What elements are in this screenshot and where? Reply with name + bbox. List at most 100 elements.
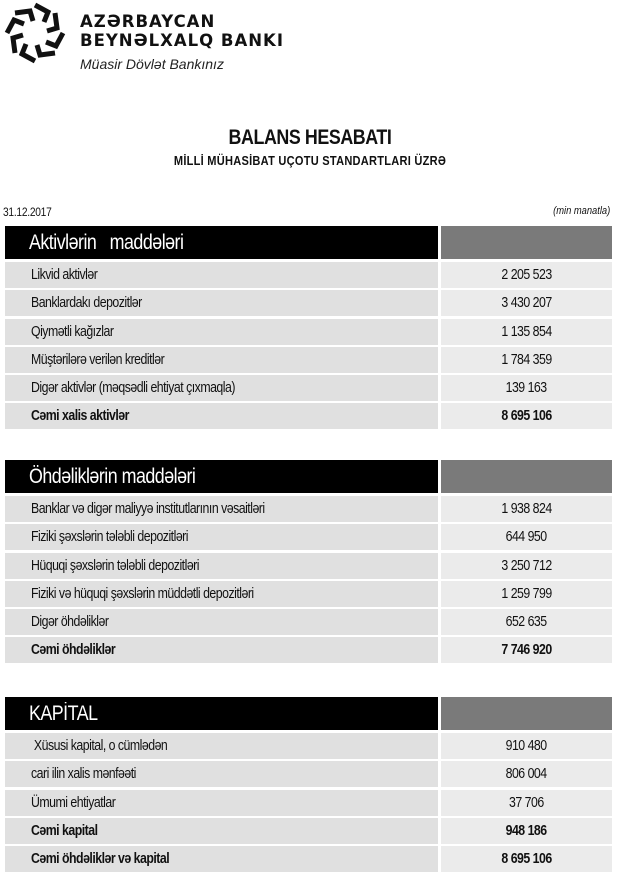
section-header: KAPİTAL — [5, 697, 612, 730]
row-value-text: 1 259 799 — [501, 585, 552, 602]
row-label: Qiymətli kağızlar — [5, 318, 438, 345]
row-label-text: Qiymətli kağızlar — [31, 323, 114, 340]
section-header-value-cell — [441, 697, 612, 730]
row-value-text: 8 695 106 — [501, 851, 552, 868]
row-label-text: Müştərilərə verilən kreditlər — [31, 351, 165, 368]
row-value-text: 652 635 — [506, 614, 547, 631]
section-title: Aktivlərin maddələri — [5, 226, 438, 259]
bank-name-line1: AZƏRBAYCAN — [80, 12, 216, 31]
row-value: 139 163 — [441, 375, 612, 402]
report-date: 31.12.2017 — [3, 205, 52, 219]
row-value-text: 7 746 920 — [501, 642, 552, 659]
bank-name-line2: BEYNƏLXALQ BANKI — [80, 31, 284, 50]
row-label: Ümumi ehtiyatlar — [5, 789, 438, 816]
table-row: Banklar və digər maliyyə institutlarının… — [5, 496, 612, 522]
row-label: Banklar və digər maliyyə institutlarının… — [5, 496, 438, 522]
section-title: KAPİTAL — [5, 697, 438, 730]
report-title: BALANS HESABATI — [228, 126, 392, 149]
table-row: Hüquqi şəxslərin tələbli depozitləri 3 25… — [5, 552, 612, 579]
row-value-text: 1 135 854 — [501, 323, 552, 340]
row-label-text: Fiziki və hüquqi şəxslərin müddətli depo… — [31, 585, 254, 602]
row-value-text: 948 186 — [506, 822, 547, 839]
row-label: Cəmi öhdəliklər — [5, 637, 438, 664]
total-row: Cəmi kapital 948 186 — [5, 817, 612, 844]
row-label: Digər öhdəliklər — [5, 609, 438, 636]
section-title-text: Aktivlərin maddələri — [29, 231, 184, 254]
row-value-text: 644 950 — [506, 529, 547, 546]
row-value-text: 806 004 — [506, 766, 547, 783]
row-label: cari ilin xalis mənfəəti — [5, 761, 438, 788]
row-value-text: 3 430 207 — [501, 295, 552, 312]
row-label: Hüquqi şəxslərin tələbli depozitləri — [5, 552, 438, 579]
table-row: Digər öhdəliklər 652 635 — [5, 609, 612, 636]
row-label-text: Digər aktivlər (məqsədli ehtiyat çıxmaql… — [31, 380, 235, 397]
section-header-value-cell — [441, 460, 612, 493]
table-row: Digər aktivlər (məqsədli ehtiyat çıxmaql… — [5, 375, 612, 402]
row-label-text: Cəmi öhdəliklər və kapital — [31, 851, 170, 868]
row-value: 1 938 824 — [441, 496, 612, 522]
row-label: Cəmi xalis aktivlər — [5, 403, 438, 430]
table-row: Banklardakı depozitlər 3 430 207 — [5, 290, 612, 317]
section-title: Öhdəliklərin maddələri — [5, 460, 438, 493]
total-row: Cəmi xalis aktivlər 8 695 106 — [5, 403, 612, 430]
section-header: Öhdəliklərin maddələri — [5, 460, 612, 493]
row-value: 7 746 920 — [441, 637, 612, 664]
row-value-text: 910 480 — [506, 738, 547, 754]
row-label-text: Cəmi öhdəliklər — [31, 642, 116, 659]
table-row: cari ilin xalis mənfəəti 806 004 — [5, 761, 612, 788]
row-value: 652 635 — [441, 609, 612, 636]
row-value: 644 950 — [441, 524, 612, 551]
currency-unit: (min manatla) — [552, 205, 610, 217]
liabilities-section: Öhdəliklərin maddələri Banklar və digər m… — [5, 460, 612, 666]
row-label: Digər aktivlər (məqsədli ehtiyat çıxmaql… — [5, 375, 438, 402]
row-value: 806 004 — [441, 761, 612, 788]
row-value-text: 139 163 — [506, 380, 547, 397]
table-row: Ümumi ehtiyatlar 37 706 — [5, 789, 612, 816]
assets-section: Aktivlərin maddələri Likvid aktivlər 2 205… — [5, 226, 612, 432]
table-row: Fiziki və hüquqi şəxslərin müddətli depo… — [5, 580, 612, 607]
row-value: 37 706 — [441, 789, 612, 816]
row-label: Banklardakı depozitlər — [5, 290, 438, 317]
report-subtitle: MİLLİ MÜHASİBAT UÇOTU STANDARTLARI ÜZRƏ — [173, 153, 447, 168]
row-label-text: Digər öhdəliklər — [31, 614, 109, 631]
row-value: 3 430 207 — [441, 290, 612, 317]
row-value: 1 259 799 — [441, 580, 612, 607]
section-title-text: Öhdəliklərin maddələri — [29, 465, 196, 488]
row-label: Fiziki şəxslərin tələbli depozitləri — [5, 524, 438, 551]
row-label: Xüsusi kapital, o cümlədən — [5, 733, 438, 759]
row-value: 2 205 523 — [441, 262, 612, 288]
row-value-text: 8 695 106 — [501, 408, 552, 425]
table-row: Xüsusi kapital, o cümlədən 910 480 — [5, 733, 612, 759]
row-label-text: Banklar və digər maliyyə institutlarının… — [31, 501, 265, 517]
row-label: Likvid aktivlər — [5, 262, 438, 288]
section-header-value-cell — [441, 226, 612, 259]
row-label: Fiziki və hüquqi şəxslərin müddətli depo… — [5, 580, 438, 607]
row-value: 948 186 — [441, 817, 612, 844]
row-label: Cəmi öhdəliklər və kapital — [5, 846, 438, 873]
row-value-text: 1 938 824 — [501, 501, 552, 517]
row-value: 8 695 106 — [441, 403, 612, 430]
total-row: Cəmi öhdəliklər 7 746 920 — [5, 637, 612, 664]
row-label-text: Banklardakı depozitlər — [31, 295, 142, 312]
section-header: Aktivlərin maddələri — [5, 226, 612, 259]
row-label-text: Hüquqi şəxslərin tələbli depozitləri — [31, 557, 200, 574]
row-label-text: Cəmi kapital — [31, 822, 98, 839]
table-row: Müştərilərə verilən kreditlər 1 784 359 — [5, 346, 612, 373]
row-label-text: Xüsusi kapital, o cümlədən — [31, 738, 168, 754]
row-value: 1 784 359 — [441, 346, 612, 373]
table-row: Fiziki şəxslərin tələbli depozitləri 644 … — [5, 524, 612, 551]
row-label-text: Likvid aktivlər — [31, 267, 98, 283]
row-label-text: Ümumi ehtiyatlar — [31, 794, 116, 811]
row-label-text: cari ilin xalis mənfəəti — [31, 766, 136, 783]
row-value-text: 2 205 523 — [501, 267, 552, 283]
row-value-text: 37 706 — [509, 794, 544, 811]
row-value-text: 1 784 359 — [501, 351, 552, 368]
row-value: 910 480 — [441, 733, 612, 759]
table-row: Qiymətli kağızlar 1 135 854 — [5, 318, 612, 345]
total-row: Cəmi öhdəliklər və kapital 8 695 106 — [5, 846, 612, 873]
capital-section: KAPİTAL Xüsusi kapital, o cümlədən 910 48… — [5, 697, 612, 874]
row-value: 8 695 106 — [441, 846, 612, 873]
table-row: Likvid aktivlər 2 205 523 — [5, 262, 612, 288]
row-value-text: 3 250 712 — [501, 557, 552, 574]
section-title-text: KAPİTAL — [29, 702, 98, 725]
